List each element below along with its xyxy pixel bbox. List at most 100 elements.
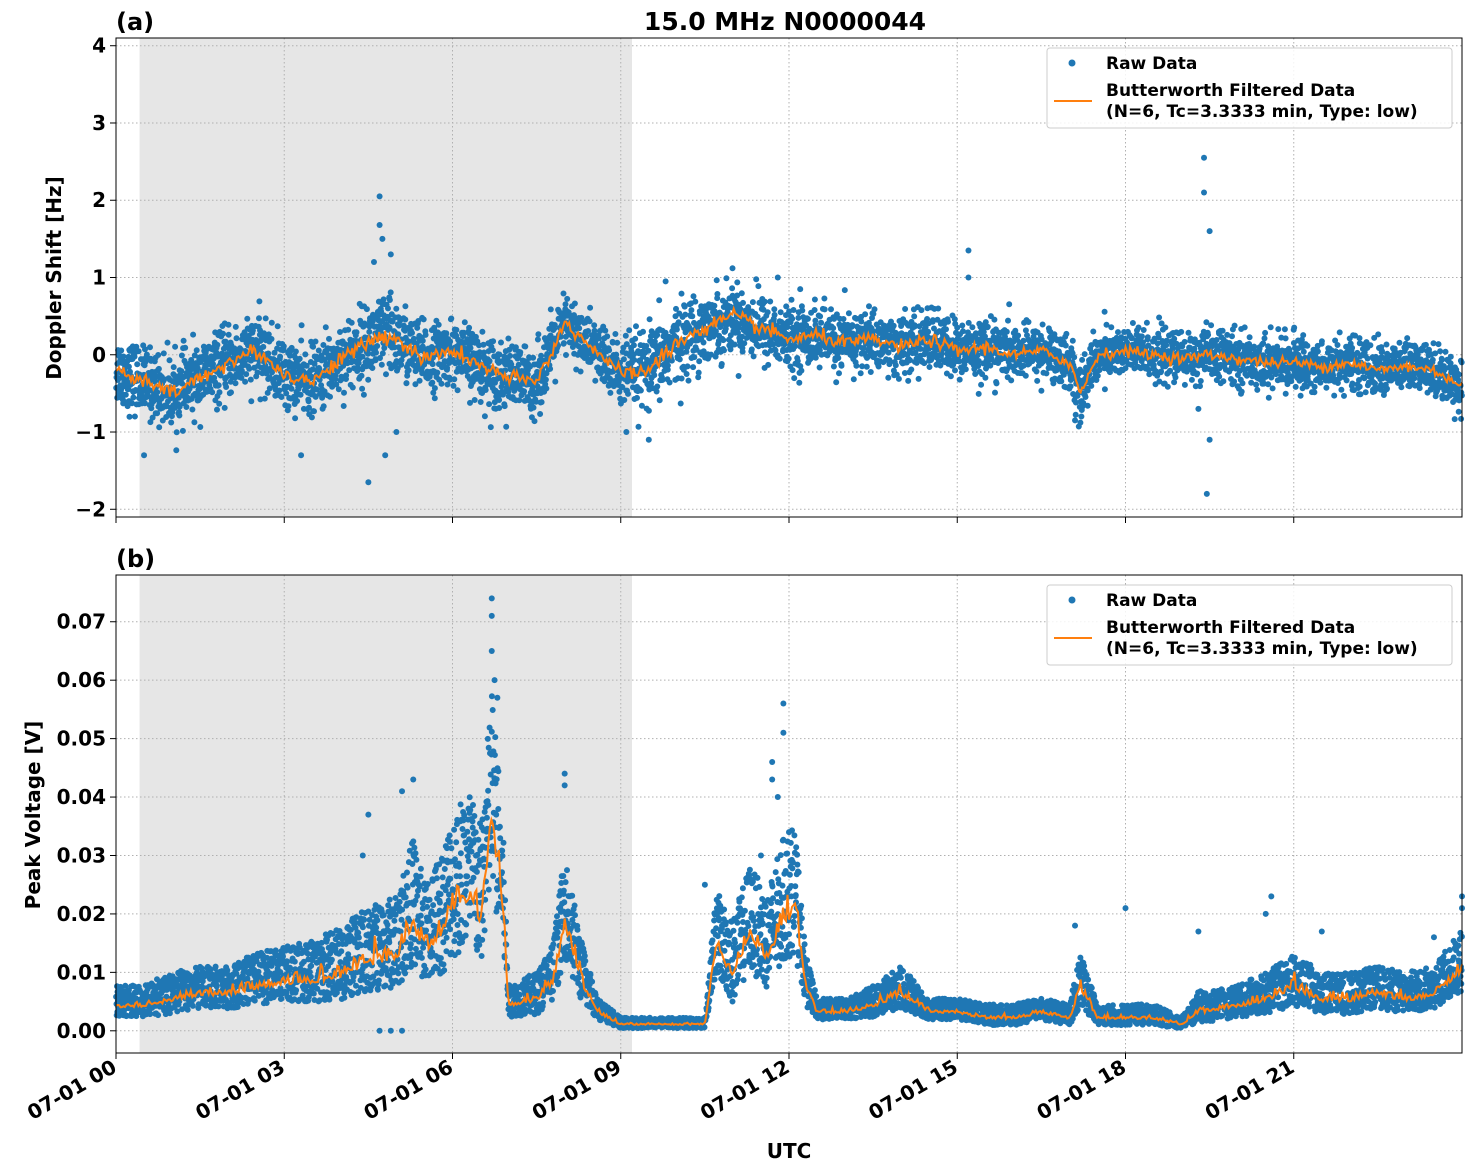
raw-data-point xyxy=(365,811,372,818)
panel-b-legend: Raw Data Butterworth Filtered Data (N=6,… xyxy=(1046,584,1453,666)
panel-a-doppler: −2 −1 0 1 2 3 4 (a) 15.0 MHz N0000044 Doppler … xyxy=(42,7,1465,523)
raw-data-point xyxy=(387,251,394,258)
y-tick-label: 0.05 xyxy=(57,727,106,751)
raw-data-point xyxy=(1206,228,1213,235)
panel-a-filtered-line xyxy=(115,305,1463,399)
raw-data-point xyxy=(774,274,781,281)
raw-data-point xyxy=(1201,189,1208,196)
y-tick-label: −2 xyxy=(75,497,106,521)
y-tick-label: 0 xyxy=(92,343,106,367)
y-tick-label: 0.03 xyxy=(57,843,106,867)
raw-data-point xyxy=(488,612,495,619)
panel-b-legend-raw: Raw Data xyxy=(1106,591,1197,611)
raw-data-point xyxy=(393,429,400,436)
raw-data-point xyxy=(780,700,787,707)
panel-b-x-ticks: 07-01 00 07-01 03 07-01 06 07-01 09 07-01 12… xyxy=(23,1053,1298,1125)
raw-data-point xyxy=(662,278,669,285)
y-tick-label: 0.00 xyxy=(57,1019,106,1043)
y-tick-label: 0.01 xyxy=(57,960,106,984)
panel-b-filtered-line xyxy=(115,815,1463,1027)
raw-data-point xyxy=(399,1027,406,1034)
raw-data-point xyxy=(298,452,305,459)
raw-data-point xyxy=(359,852,366,859)
panel-a-label: (a) xyxy=(116,8,154,36)
raw-data-point xyxy=(141,452,148,459)
x-tick-label: 07-01 18 xyxy=(1032,1055,1130,1125)
panel-a-legend-filtered-line2: (N=6, Tc=3.3333 min, Type: low) xyxy=(1106,102,1418,122)
panel-b-label: (b) xyxy=(116,545,155,573)
raw-data-point xyxy=(1122,905,1129,912)
y-tick-label: 0.07 xyxy=(57,610,106,634)
raw-data-point xyxy=(780,729,787,736)
raw-data-point xyxy=(623,429,630,436)
x-tick-label: 07-01 12 xyxy=(696,1055,794,1125)
raw-data-point xyxy=(769,776,776,783)
raw-data-point xyxy=(1201,154,1208,161)
raw-data-point xyxy=(774,794,781,801)
raw-data-point xyxy=(1203,490,1210,497)
panel-a-legend: Raw Data Butterworth Filtered Data (N=6,… xyxy=(1046,47,1453,129)
y-tick-label: 4 xyxy=(92,34,106,58)
panel-a-night-shading xyxy=(139,38,632,517)
raw-data-point xyxy=(365,479,372,486)
x-axis-label: UTC xyxy=(767,1139,812,1163)
raw-data-point xyxy=(370,259,377,266)
raw-data-point xyxy=(1430,934,1437,941)
raw-data-point xyxy=(376,1027,383,1034)
y-tick-label: −1 xyxy=(75,420,106,444)
raw-data-point xyxy=(494,694,501,701)
raw-data-point xyxy=(1262,910,1269,917)
raw-data-point xyxy=(1318,928,1325,935)
raw-data-point xyxy=(965,274,972,281)
raw-data-point xyxy=(399,788,406,795)
raw-data-point xyxy=(769,758,776,765)
raw-data-point xyxy=(488,595,495,602)
panel-a-legend-filtered-line1: Butterworth Filtered Data xyxy=(1106,81,1355,101)
y-tick-label: 0.04 xyxy=(57,785,106,809)
raw-data-point xyxy=(410,776,417,783)
raw-data-point xyxy=(561,782,568,789)
x-tick-label: 07-01 00 xyxy=(23,1055,121,1125)
y-tick-label: 1 xyxy=(92,266,106,290)
raw-data-point xyxy=(382,452,389,459)
panel-b-legend-filtered-line1: Butterworth Filtered Data xyxy=(1106,618,1355,638)
legend-dot-marker xyxy=(1068,596,1076,604)
panel-a-y-ticks: −2 −1 0 1 2 3 4 xyxy=(75,34,116,521)
y-tick-label: 0.02 xyxy=(57,902,106,926)
panel-b-legend-filtered-line2: (N=6, Tc=3.3333 min, Type: low) xyxy=(1106,639,1418,659)
y-tick-label: 2 xyxy=(92,188,106,212)
raw-data-point xyxy=(757,852,764,859)
panel-a-legend-raw: Raw Data xyxy=(1106,54,1197,74)
panel-b-y-ticks: 0.00 0.01 0.02 0.03 0.04 0.05 0.06 0.07 xyxy=(57,610,116,1043)
x-tick-label: 07-01 03 xyxy=(191,1055,289,1125)
y-tick-label: 3 xyxy=(92,111,106,135)
panel-b-y-axis-label: Peak Voltage [V] xyxy=(21,721,45,910)
raw-data-point xyxy=(491,677,498,684)
x-tick-label: 07-01 21 xyxy=(1201,1055,1299,1125)
raw-data-cloud xyxy=(113,265,1465,454)
panel-b-voltage: 0.00 0.01 0.02 0.03 0.04 0.05 0.06 0.07 07-01 0… xyxy=(21,545,1465,1163)
raw-data-point xyxy=(376,193,383,200)
raw-data-point xyxy=(1072,417,1079,424)
raw-data-point xyxy=(786,829,792,836)
y-tick-label: 0.06 xyxy=(57,668,106,692)
raw-data-point xyxy=(376,221,383,228)
panel-a-x-ticks xyxy=(115,517,1295,523)
raw-data-point xyxy=(1268,893,1275,900)
raw-data-point xyxy=(1072,922,1079,929)
raw-data-point xyxy=(645,436,652,443)
chart-title: 15.0 MHz N0000044 xyxy=(644,7,926,36)
x-tick-label: 07-01 06 xyxy=(359,1055,457,1125)
panel-a-y-axis-label: Doppler Shift [Hz] xyxy=(42,176,66,380)
raw-data-cloud xyxy=(113,693,1465,1032)
raw-data-point xyxy=(488,647,495,654)
x-tick-label: 07-01 15 xyxy=(864,1055,962,1125)
raw-data-point xyxy=(561,770,568,777)
raw-data-point xyxy=(1195,928,1202,935)
x-tick-label: 07-01 09 xyxy=(528,1055,626,1125)
raw-data-point xyxy=(1206,436,1213,443)
raw-data-point xyxy=(1195,405,1202,412)
raw-data-point xyxy=(797,286,804,293)
legend-dot-marker xyxy=(1068,59,1076,67)
raw-data-point xyxy=(701,881,708,888)
